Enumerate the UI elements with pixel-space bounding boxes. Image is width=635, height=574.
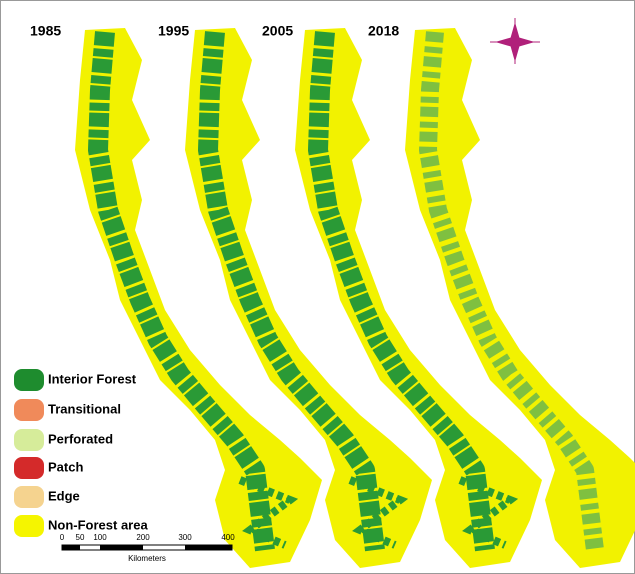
scale-bar: 0 50 100 200 300 400 Kilometers <box>60 533 235 563</box>
scale-bar-segment <box>185 545 232 550</box>
compass <box>490 18 540 64</box>
scale-bar-segment <box>62 545 80 550</box>
legend: Interior Forest Transitional Perforated Pat… <box>14 369 148 537</box>
legend-label: Non-Forest area <box>48 517 148 532</box>
legend-swatch <box>14 369 44 391</box>
scale-tick-label: 300 <box>178 533 192 542</box>
scale-tick-label: 0 <box>60 533 65 542</box>
scale-bar-segment <box>100 545 143 550</box>
legend-swatch <box>14 515 44 537</box>
legend-label: Transitional <box>48 401 121 416</box>
year-label: 2018 <box>368 23 399 39</box>
scale-unit: Kilometers <box>128 554 166 563</box>
legend-label: Interior Forest <box>48 371 137 386</box>
legend-label: Perforated <box>48 431 113 446</box>
year-label: 2005 <box>262 23 293 39</box>
legend-swatch <box>14 486 44 508</box>
scale-tick-label: 50 <box>76 533 85 542</box>
year-label: 1985 <box>30 23 61 39</box>
year-label: 1995 <box>158 23 189 39</box>
legend-swatch <box>14 457 44 479</box>
figure: 1985 1995 2005 2018 Interior Forest Trans… <box>0 0 635 574</box>
legend-label: Patch <box>48 459 83 474</box>
legend-label: Edge <box>48 488 80 503</box>
scale-tick-label: 400 <box>221 533 235 542</box>
scale-tick-label: 200 <box>136 533 150 542</box>
legend-swatch <box>14 399 44 421</box>
legend-swatch <box>14 429 44 451</box>
scale-tick-label: 100 <box>93 533 107 542</box>
